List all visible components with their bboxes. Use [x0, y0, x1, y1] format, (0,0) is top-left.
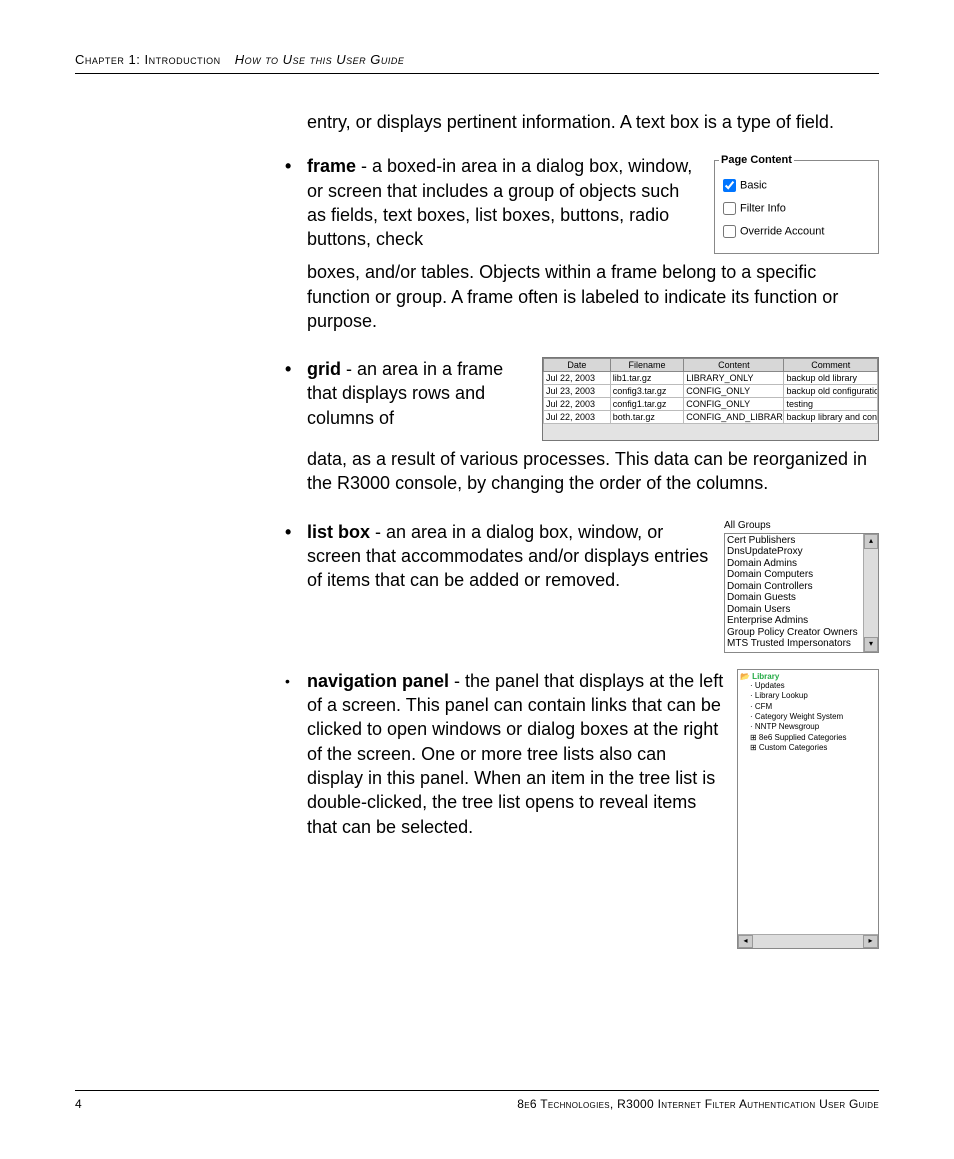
scroll-right-icon[interactable]: ▸: [863, 935, 878, 948]
grid-cell: LIBRARY_ONLY: [684, 372, 784, 385]
grid-header[interactable]: Content: [684, 359, 784, 372]
tree-node[interactable]: · CFM: [740, 702, 876, 712]
grid-cell: Jul 22, 2003: [544, 372, 611, 385]
table-row[interactable]: Jul 22, 2003config1.tar.gzCONFIG_ONLYtes…: [544, 398, 878, 411]
frame-option[interactable]: Override Account: [719, 222, 874, 241]
grid-header[interactable]: Date: [544, 359, 611, 372]
grid-cell: CONFIG_ONLY: [684, 385, 784, 398]
grid-rest: data, as a result of various processes. …: [307, 447, 879, 496]
list-item[interactable]: Domain Admins: [727, 558, 861, 570]
grid-cell: backup library and configs: [784, 411, 878, 424]
frame-option-label: Override Account: [740, 226, 824, 238]
term-listbox: list box: [307, 522, 370, 542]
navpanel-text: - the panel that displays at the left of…: [307, 671, 723, 837]
list-item[interactable]: Domain Computers: [727, 569, 861, 581]
navpanel-figure: 📂 Library· Updates· Library Lookup· CFM·…: [737, 669, 879, 949]
grid-cell: CONFIG_AND_LIBRARY: [684, 411, 784, 424]
header-chapter: Chapter 1: Introduction: [75, 52, 221, 67]
frame-checkbox[interactable]: [723, 202, 736, 215]
frame-rest: boxes, and/or tables. Objects within a f…: [307, 260, 879, 333]
frame-figure: Page Content Basic Filter Info Override Ac…: [714, 154, 879, 254]
list-item[interactable]: Domain Controllers: [727, 581, 861, 593]
table-row[interactable]: Jul 23, 2003config3.tar.gzCONFIG_ONLYbac…: [544, 385, 878, 398]
list-item[interactable]: MTS Trusted Impersonators: [727, 638, 861, 650]
tree-node[interactable]: · NNTP Newsgroup: [740, 722, 876, 732]
list-item[interactable]: Enterprise Admins: [727, 615, 861, 627]
grid-cell: CONFIG_ONLY: [684, 398, 784, 411]
list-item[interactable]: Cert Publishers: [727, 535, 861, 547]
listbox-figure: All Groups Cert PublishersDnsUpdateProxy…: [724, 520, 879, 653]
grid-cell: testing: [784, 398, 878, 411]
intro-continuation: entry, or displays pertinent information…: [307, 110, 879, 134]
bullet-icon: [285, 520, 307, 544]
grid-header[interactable]: Comment: [784, 359, 878, 372]
grid-cell: lib1.tar.gz: [610, 372, 683, 385]
frame-option[interactable]: Filter Info: [719, 199, 874, 218]
frame-checkbox[interactable]: [723, 179, 736, 192]
list-item[interactable]: Domain Users: [727, 604, 861, 616]
frame-checkbox[interactable]: [723, 225, 736, 238]
grid-header[interactable]: Filename: [610, 359, 683, 372]
bullet-icon: [285, 357, 307, 381]
tree-node[interactable]: · Library Lookup: [740, 691, 876, 701]
scroll-left-icon[interactable]: ◂: [738, 935, 753, 948]
tree-node[interactable]: ⊞ 8e6 Supplied Categories: [740, 733, 876, 743]
grid-figure: DateFilenameContentCommentJul 22, 2003li…: [542, 357, 879, 441]
frame-option[interactable]: Basic: [719, 176, 874, 195]
frame-option-label: Basic: [740, 180, 767, 192]
grid-cell: Jul 23, 2003: [544, 385, 611, 398]
bullet-icon: [285, 669, 307, 693]
page-footer: 4 8e6 Technologies, R3000 Internet Filte…: [75, 1090, 879, 1111]
grid-cell: Jul 22, 2003: [544, 398, 611, 411]
page-header: Chapter 1: Introduction How to Use this …: [75, 52, 879, 74]
list-item[interactable]: Group Policy Creator Owners: [727, 627, 861, 639]
term-frame: frame: [307, 156, 356, 176]
grid-cell: config3.tar.gz: [610, 385, 683, 398]
list-item[interactable]: DnsUpdateProxy: [727, 546, 861, 558]
frame-option-label: Filter Info: [740, 203, 786, 215]
grid-cell: backup old library: [784, 372, 878, 385]
scroll-down-icon[interactable]: ▾: [864, 637, 878, 652]
term-navpanel: navigation panel: [307, 671, 449, 691]
list-item[interactable]: Domain Guests: [727, 592, 861, 604]
tree-root[interactable]: 📂 Library: [740, 672, 876, 681]
frame-legend: Page Content: [719, 154, 794, 166]
term-grid: grid: [307, 359, 341, 379]
grid-cell: both.tar.gz: [610, 411, 683, 424]
tree-node[interactable]: ⊞ Custom Categories: [740, 743, 876, 753]
frame-lead: - a boxed-in area in a dialog box, windo…: [307, 156, 692, 249]
page-number: 4: [75, 1097, 82, 1111]
tree-node[interactable]: · Updates: [740, 681, 876, 691]
h-scrollbar[interactable]: ◂ ▸: [738, 934, 878, 948]
footer-text: 8e6 Technologies, R3000 Internet Filter …: [517, 1097, 879, 1111]
grid-cell: backup old configurations: [784, 385, 878, 398]
grid-cell: config1.tar.gz: [610, 398, 683, 411]
table-row[interactable]: Jul 22, 2003lib1.tar.gzLIBRARY_ONLYbacku…: [544, 372, 878, 385]
tree-node[interactable]: · Category Weight System: [740, 712, 876, 722]
header-section: How to Use this User Guide: [235, 52, 405, 67]
scrollbar[interactable]: ▴ ▾: [863, 534, 878, 652]
listbox-label: All Groups: [724, 520, 879, 531]
grid-cell: Jul 22, 2003: [544, 411, 611, 424]
scroll-up-icon[interactable]: ▴: [864, 534, 878, 549]
table-row[interactable]: Jul 22, 2003both.tar.gzCONFIG_AND_LIBRAR…: [544, 411, 878, 424]
bullet-icon: [285, 154, 307, 178]
